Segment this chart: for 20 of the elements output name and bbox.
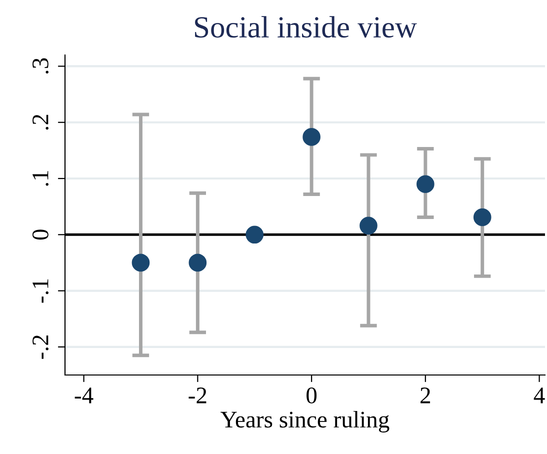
x-tick-label: -4: [74, 388, 94, 404]
point: [188, 254, 207, 272]
y-tick-label: -.1: [32, 279, 48, 303]
point: [473, 208, 492, 226]
x-tick-label: 4: [534, 388, 545, 404]
x-tick-label: 0: [306, 387, 317, 404]
y-tick-label: .1: [32, 171, 48, 186]
chart-title: Social inside view: [195, 16, 417, 38]
x-tick-label: 2: [420, 388, 430, 404]
point: [132, 254, 150, 272]
x-tick-label: -2: [188, 388, 206, 404]
x-axis-title: Years since ruling: [220, 410, 390, 432]
point: [302, 128, 320, 146]
point: [246, 226, 264, 244]
point: [360, 216, 378, 235]
point: [416, 175, 434, 194]
y-tick-label: -.2: [32, 335, 48, 359]
y-tick-label: .3: [32, 58, 48, 74]
y-tick-label: .2: [32, 114, 48, 130]
y-tick-label: 0: [32, 230, 48, 240]
